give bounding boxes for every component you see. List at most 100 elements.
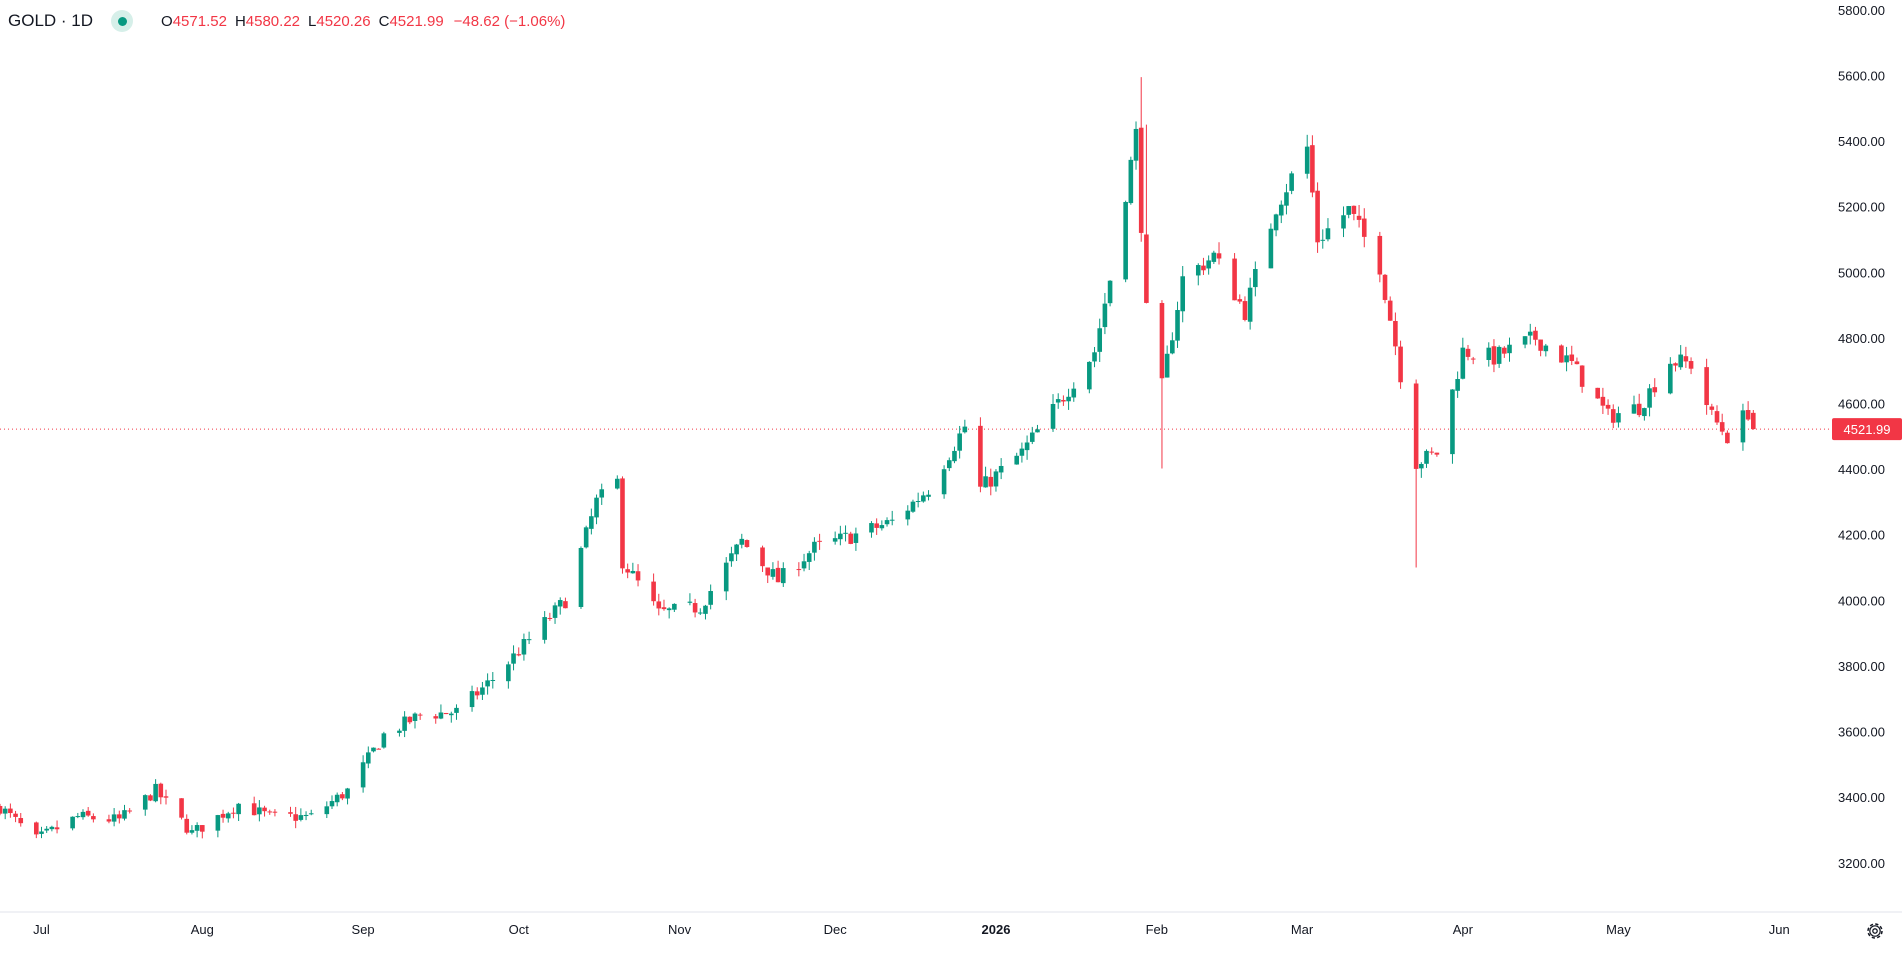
candle-body [796, 569, 802, 571]
candle-body [1201, 265, 1206, 271]
candle-up [381, 731, 387, 749]
candle-up [526, 631, 532, 645]
candle-body [511, 653, 516, 664]
candle-body [1273, 214, 1279, 231]
candle-body [117, 814, 122, 819]
candle-up [723, 557, 729, 601]
x-tick-label: Aug [191, 922, 214, 937]
candle-body [1470, 358, 1476, 360]
symbol-title[interactable]: GOLD · 1D [8, 11, 94, 30]
price-axis[interactable]: 3200.00 3400.00 3600.00 3800.00 4000.00 4200.… [1838, 3, 1885, 871]
candle-body [1502, 347, 1507, 354]
candle-body [1424, 450, 1429, 464]
low-label: L [308, 12, 317, 30]
candle-body [200, 825, 205, 832]
candle-body [1175, 310, 1180, 341]
candle-up [832, 531, 838, 545]
candle-body [552, 605, 558, 618]
candle-body [293, 814, 298, 821]
candle-body [1211, 252, 1217, 262]
candle-up [402, 711, 407, 738]
candle-body [0, 805, 3, 814]
candle-up [153, 779, 158, 803]
candle-body [448, 713, 454, 716]
time-axis[interactable]: Jul Aug Sep Oct Nov Dec 2026 Feb Mar Apr May Jun [33, 922, 1790, 937]
candle-down [765, 567, 771, 584]
candle-body [832, 538, 838, 542]
candle-down [443, 712, 449, 715]
candle-body [1356, 215, 1362, 220]
candle-up [884, 517, 890, 527]
x-tick-label: Oct [509, 922, 530, 937]
candle-body [1605, 404, 1611, 409]
candle-body [1097, 328, 1103, 352]
y-tick-label: 5200.00 [1838, 200, 1885, 215]
candle-body [1289, 173, 1294, 191]
candle-up [308, 809, 314, 816]
candle-body [998, 465, 1004, 473]
candle-body [2, 808, 8, 814]
candle-down [433, 713, 439, 724]
candle-up [998, 458, 1004, 480]
high-value: 4580.22 [245, 12, 301, 30]
candle-body [1460, 347, 1466, 379]
candle-up [1102, 292, 1108, 335]
candle-down [1242, 296, 1248, 322]
candle-body [760, 547, 765, 567]
candle-down [407, 716, 413, 725]
candle-up [1522, 336, 1528, 349]
gear-icon[interactable] [1864, 920, 1886, 942]
candle-down [158, 782, 164, 805]
candle-body [454, 707, 459, 713]
candle-body [889, 519, 895, 521]
candle-body [656, 601, 662, 609]
candle-up [75, 812, 81, 819]
candle-body [526, 639, 532, 641]
candle-up [1278, 200, 1284, 224]
candle-body [334, 794, 340, 803]
candle-down [262, 805, 267, 817]
candle-up [1304, 134, 1310, 179]
candle-up [739, 533, 745, 549]
candle-up [1273, 213, 1279, 237]
candle-down [1652, 378, 1658, 397]
candle-up [1678, 345, 1683, 370]
candle-body [80, 811, 86, 818]
candle-body [1569, 354, 1575, 362]
candle-body [85, 810, 91, 816]
candle-body [194, 825, 200, 831]
candle-body [1491, 346, 1497, 365]
candle-down [251, 796, 257, 816]
candle-up [630, 562, 636, 574]
market-status-icon[interactable] [111, 10, 134, 32]
candle-body [993, 471, 999, 487]
candle-up [708, 584, 713, 610]
candle-body [303, 814, 309, 817]
candle-up [1284, 183, 1289, 215]
candle-up [1029, 426, 1035, 445]
candle-down [1595, 387, 1600, 399]
candle-up [1180, 266, 1186, 323]
candle-body [18, 818, 24, 824]
candle-body [594, 497, 599, 518]
candle-up [1050, 394, 1056, 432]
candle-body [345, 788, 350, 799]
candle-down [1413, 379, 1419, 568]
candle-body [1616, 413, 1621, 423]
candle-down [620, 476, 625, 574]
candle-down [148, 794, 153, 802]
candle-body [365, 752, 371, 764]
candle-body [1066, 396, 1071, 402]
candle-down [1559, 344, 1564, 363]
candle-down [1138, 77, 1144, 242]
candle-body [1450, 389, 1455, 455]
candle-down [775, 560, 781, 583]
candle-up [1035, 424, 1040, 433]
candle-up [879, 520, 885, 531]
y-tick-label: 3200.00 [1838, 856, 1885, 871]
candle-body [869, 523, 874, 533]
candle-down [34, 821, 39, 839]
candle-up [448, 711, 454, 723]
candle-body [44, 828, 49, 831]
